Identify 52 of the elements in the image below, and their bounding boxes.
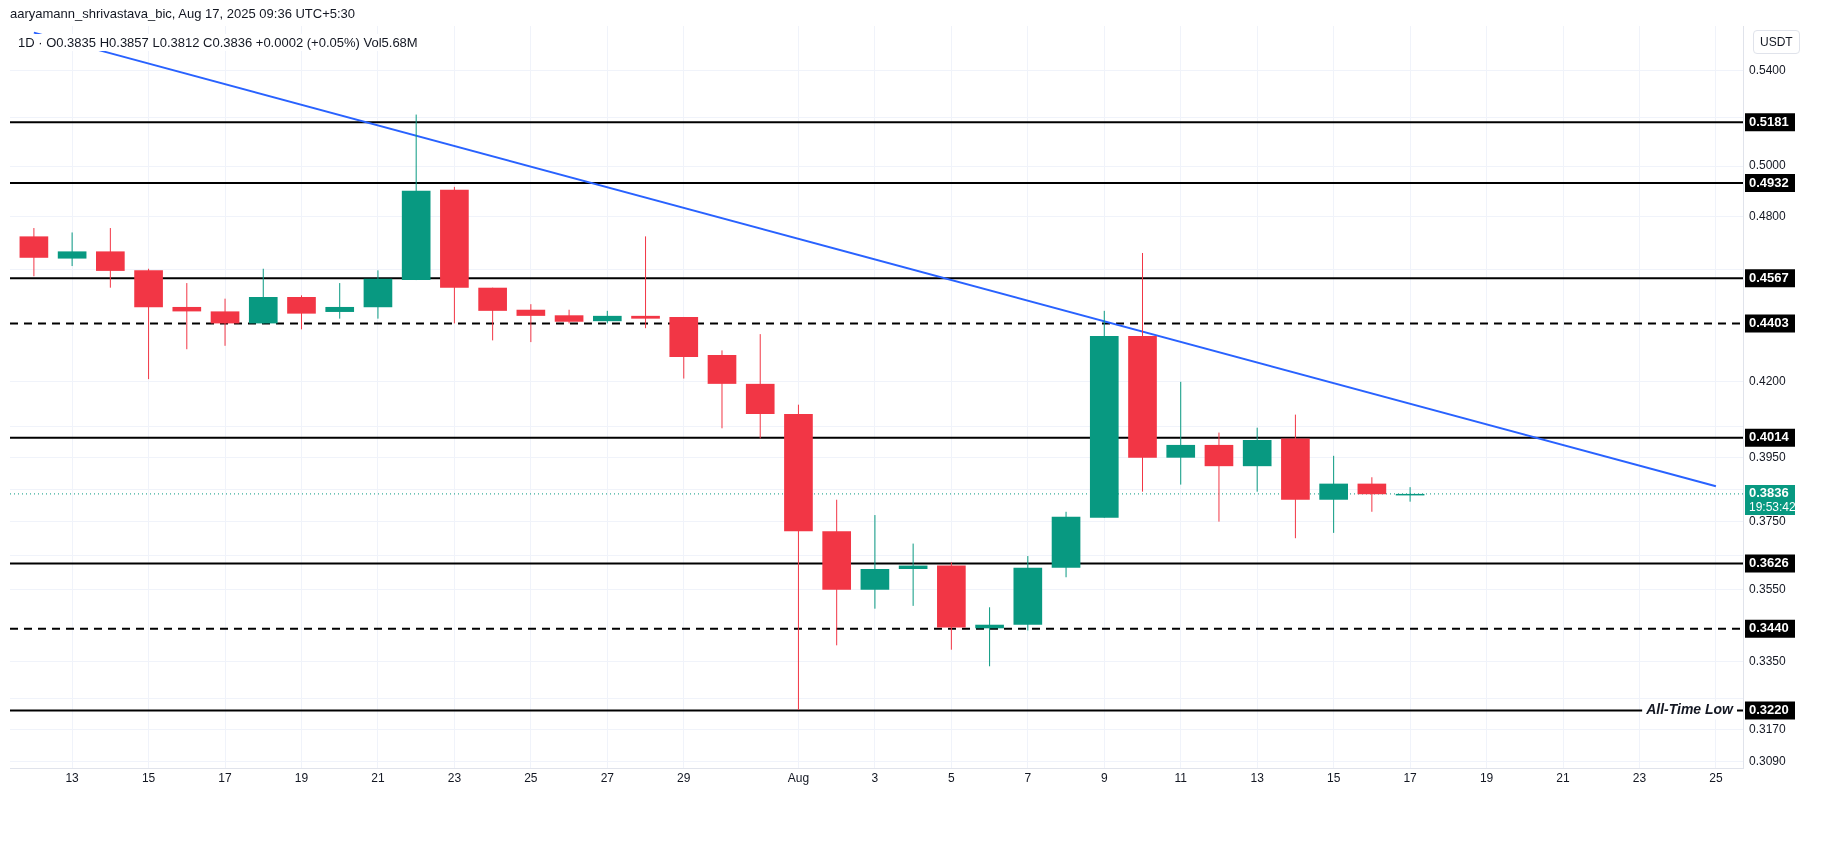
x-tick-label: 23 [1632,771,1647,786]
x-tick-label: 15 [1326,771,1341,786]
x-tick-label: 29 [677,771,691,786]
ref-line-label: 0.5181 [1749,113,1789,129]
ref-line-label: 0.4014 [1749,429,1790,445]
y-tick-label: 0.5400 [1749,63,1787,78]
candlestick [172,282,202,350]
x-tick-label: 27 [600,771,615,786]
ref-line-label: 0.3440 [1749,620,1789,636]
candlestick [57,231,87,267]
candlestick [516,303,546,343]
y-tick-label: 0.3950 [1749,450,1787,465]
text: 19:53:42 [1749,500,1797,515]
y-tick-label: 0.3350 [1749,653,1787,668]
y-tick-label: 0.3090 [1749,753,1787,768]
x-tick-label: 9 [1100,771,1108,786]
x-tick-label: 17 [218,771,233,786]
annotation: All-Time Low [1645,701,1735,718]
x-tick-label: 11 [1174,771,1188,786]
x-tick-label: 15 [141,771,156,786]
x-tick-label: 25 [524,771,538,786]
x-tick-label: 3 [871,771,879,786]
y-tick-label: 0.3750 [1749,514,1787,529]
x-tick-label: 25 [1709,771,1723,786]
x-tick-label: Aug [787,771,810,786]
y-tick-label: 0.3170 [1749,722,1787,737]
text: 1D · O0.3835 H0.3857 L0.3812 C0.3836 +0.0002 (+0.05%) Vol5.68M [14,34,422,51]
x-tick-label: 5 [948,771,956,786]
candlestick [325,282,355,320]
x-tick-label: 19 [294,771,309,786]
x-tick-label: 21 [371,771,385,786]
ref-line-label: 0.4567 [1749,269,1789,285]
x-tick-label: 13 [65,771,80,786]
x-tick-label: 21 [1556,771,1570,786]
y-axis-title: USDT [1753,30,1800,54]
ref-line-label: 0.3836 [1749,485,1789,501]
y-tick-label: 0.4800 [1749,208,1787,223]
y-tick-label: 0.4200 [1749,374,1787,389]
ref-line-label: 0.4403 [1749,315,1789,330]
candlestick [631,235,660,329]
x-tick-label: 13 [1250,771,1265,786]
x-tick-label: 17 [1403,771,1418,786]
ref-line-label: 0.3626 [1749,555,1789,571]
x-tick-label: 7 [1024,771,1032,786]
y-tick-label: 0.5000 [1749,158,1787,173]
x-tick-label: 19 [1479,771,1494,786]
candlestick [1166,381,1196,486]
y-tick-label: 0.3550 [1749,582,1787,597]
text: aaryamann_shrivastava_bic, Aug 17, 2025 09:36 UTC+5:30 [10,6,356,21]
ref-line-label: 0.4932 [1749,174,1789,190]
x-tick-label: 23 [447,771,462,786]
ref-line-label: 0.3220 [1749,701,1789,717]
